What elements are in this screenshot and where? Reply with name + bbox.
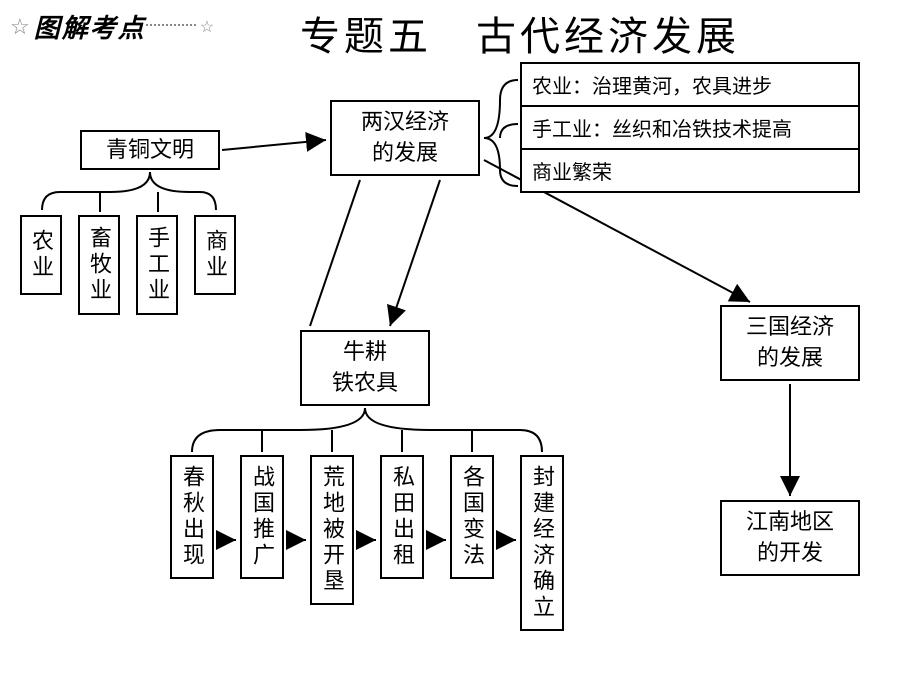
header-underline	[146, 24, 196, 26]
node-plow-label: 牛耕 铁农具	[332, 337, 398, 399]
star-icon: ☆	[10, 14, 30, 40]
node-bronze-child-1: 畜牧业	[78, 215, 120, 315]
han-detail-1: 手工业：丝织和冶铁技术提高	[522, 107, 858, 150]
node-bronze-child-3: 商业	[194, 215, 236, 295]
node-han-label: 两汉经济 的发展	[361, 107, 449, 169]
node-three-label: 三国经济 的发展	[746, 312, 834, 374]
node-jiangnan-label: 江南地区 的开发	[746, 507, 834, 569]
node-han: 两汉经济 的发展	[330, 100, 480, 176]
node-plow-child-2: 荒地被开垦	[310, 455, 354, 605]
node-three: 三国经济 的发展	[720, 305, 860, 381]
header: ☆ 图解考点 ☆	[10, 8, 214, 45]
han-detail-list: 农业：治理黄河，农具进步 手工业：丝织和冶铁技术提高 商业繁荣	[520, 62, 860, 193]
node-plow-child-1: 战国推广	[240, 455, 284, 579]
node-plow-child-5: 封建经济确立	[520, 455, 564, 631]
node-plow-child-4: 各国变法	[450, 455, 494, 579]
node-bronze: 青铜文明	[80, 130, 220, 170]
node-bronze-label: 青铜文明	[106, 135, 194, 166]
page-title: 专题五 古代经济发展	[300, 4, 740, 62]
node-jiangnan: 江南地区 的开发	[720, 500, 860, 576]
han-detail-0: 农业：治理黄河，农具进步	[522, 64, 858, 107]
node-plow-child-3: 私田出租	[380, 455, 424, 579]
node-bronze-child-2: 手工业	[136, 215, 178, 315]
han-detail-2: 商业繁荣	[522, 150, 858, 191]
node-bronze-child-0: 农业	[20, 215, 62, 295]
node-plow-child-0: 春秋出现	[170, 455, 214, 579]
star-small-icon: ☆	[200, 17, 214, 37]
header-label: 图解考点	[34, 8, 146, 45]
node-plow: 牛耕 铁农具	[300, 330, 430, 406]
